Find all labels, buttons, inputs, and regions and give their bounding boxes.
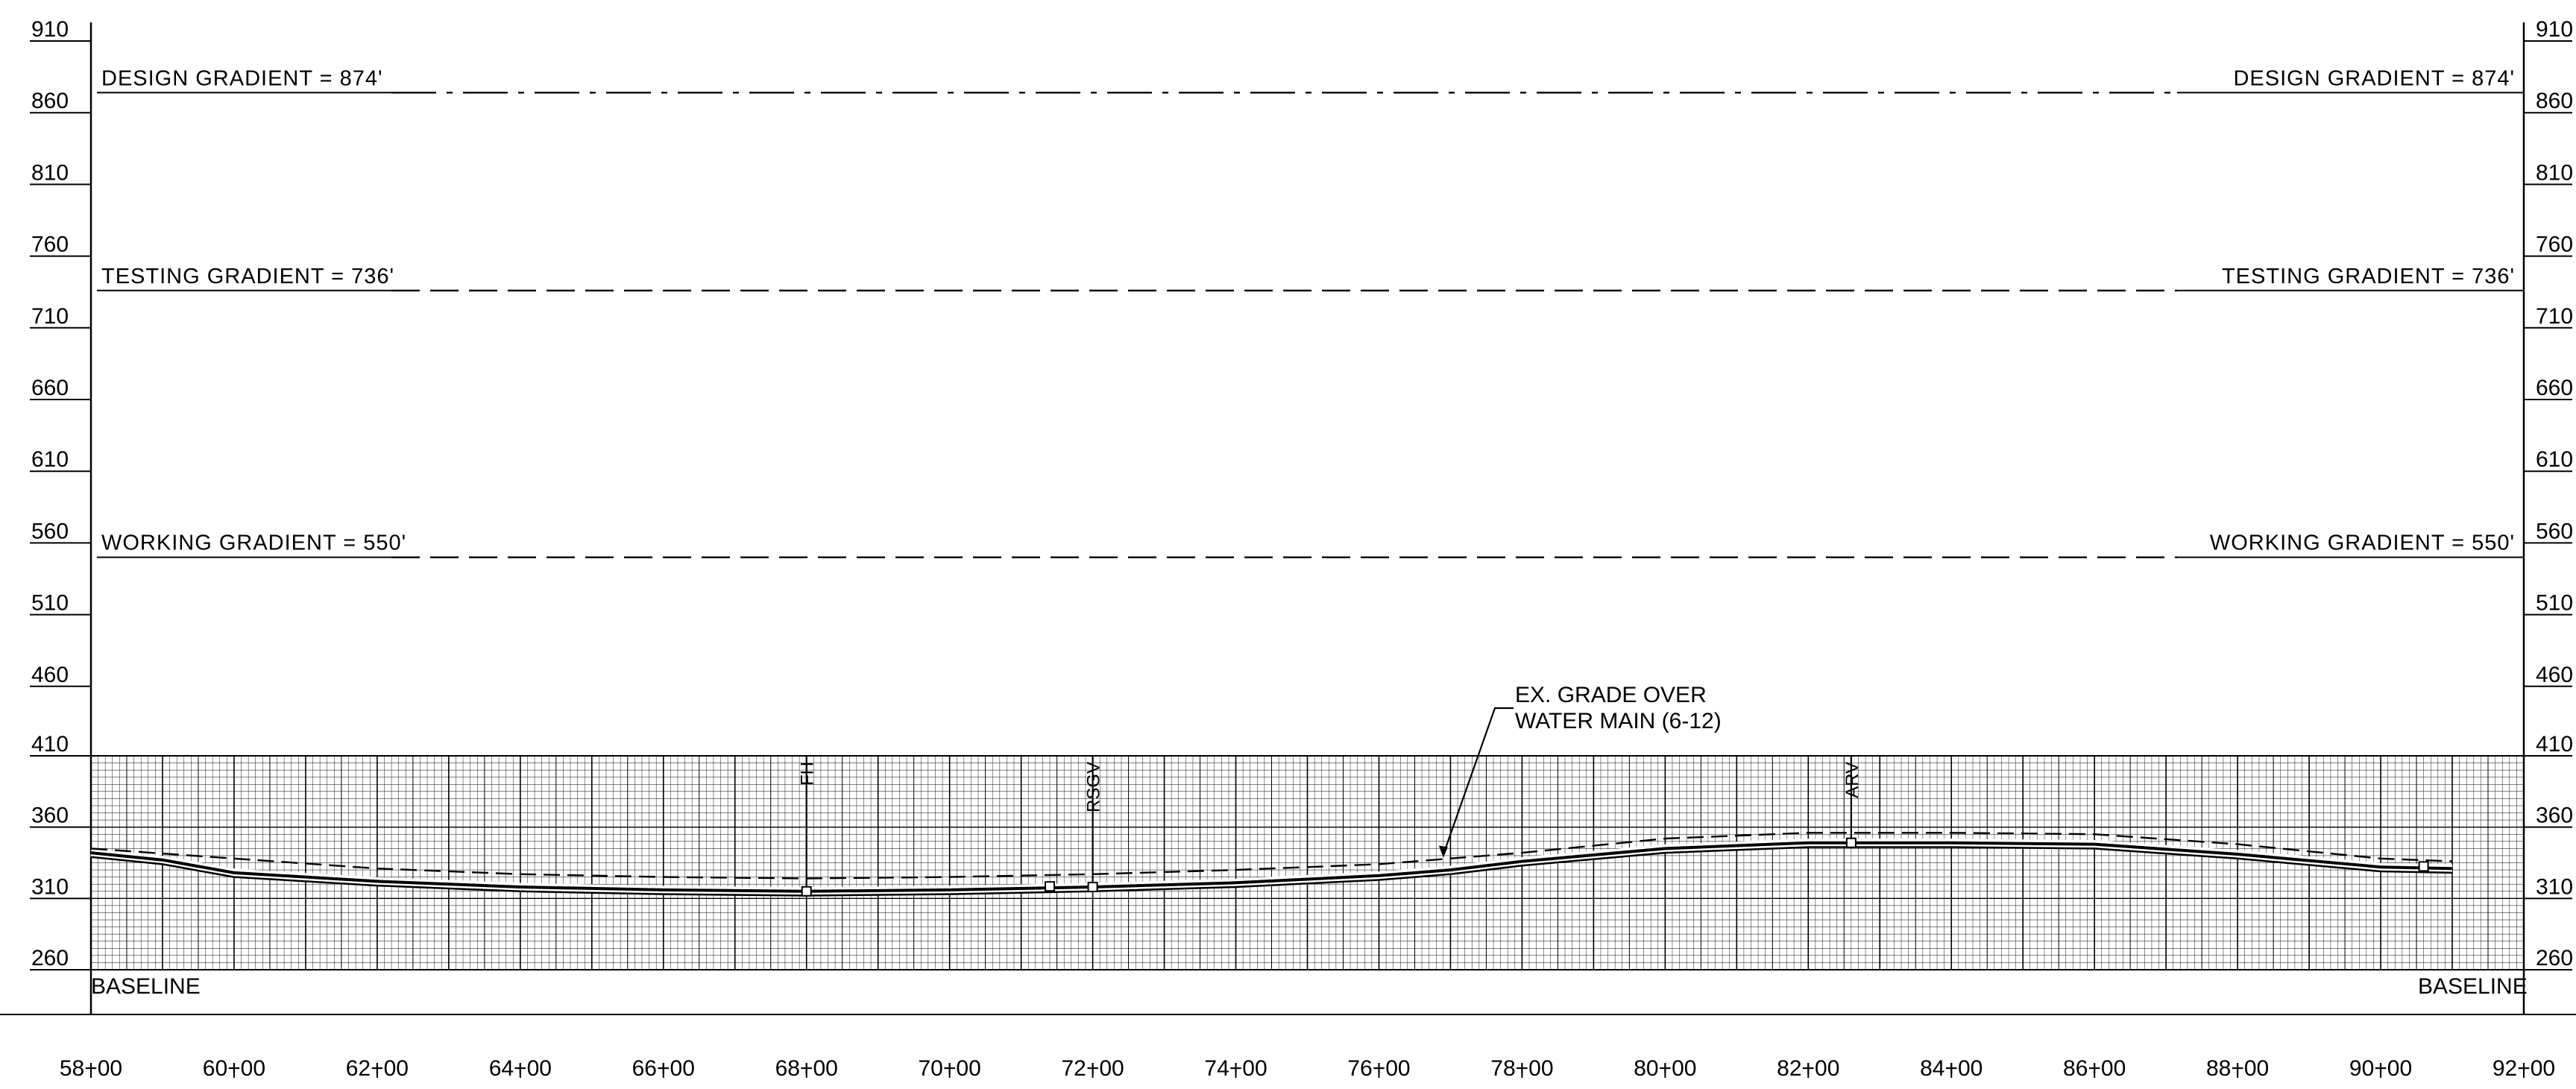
- pipe-profile-lines: [90, 707, 2453, 897]
- elevation-label-right: 360: [2536, 804, 2573, 828]
- elevation-label-right: 860: [2536, 89, 2573, 113]
- gradient-label-left: WORKING GRADIENT = 550': [101, 531, 406, 555]
- gradient-label-right: WORKING GRADIENT = 550': [2210, 531, 2515, 555]
- pipe-profile-line: [90, 841, 2453, 893]
- fitting-label: FH: [798, 762, 818, 786]
- elevation-label-right: 610: [2536, 447, 2573, 472]
- elevation-label-right: 560: [2536, 519, 2573, 543]
- elevation-label-left: 310: [31, 874, 69, 899]
- pipe-profile-line-lower: [90, 846, 2453, 897]
- fitting-label: RSGV: [1084, 762, 1104, 812]
- elevation-label-left: 560: [31, 519, 69, 543]
- callout-arrowhead: [1438, 845, 1448, 858]
- elevation-label-left: 760: [31, 233, 69, 257]
- valve-marker: [2418, 861, 2429, 872]
- elevation-label-right: 510: [2536, 591, 2573, 616]
- gradient-label-left: DESIGN GRADIENT = 874': [101, 66, 383, 90]
- callout-leader: [1442, 707, 1514, 855]
- elevation-label-right: 660: [2536, 376, 2573, 400]
- elevation-label-right: 760: [2536, 233, 2573, 257]
- fitting-label: ARV: [1842, 762, 1862, 798]
- elevation-label-left: 810: [31, 160, 69, 185]
- callout-line-1: EX. GRADE OVER: [1515, 683, 1707, 707]
- elevation-label-left: 460: [31, 663, 69, 687]
- elevation-label-left: 510: [31, 591, 69, 616]
- callout-line-2: WATER MAIN (6-12): [1515, 709, 1722, 733]
- fittings: FH RSGV ARV: [798, 756, 2429, 897]
- existing-grade-line: [90, 832, 2453, 880]
- elevation-label-right: 460: [2536, 663, 2573, 687]
- fitting-marker: [801, 886, 812, 897]
- elevation-label-left: 710: [31, 304, 69, 329]
- elevation-label-right: 410: [2536, 732, 2573, 757]
- elevation-label-left: 610: [31, 447, 69, 472]
- fitting-marker: [1087, 882, 1098, 893]
- elevation-label-right: 910: [2536, 17, 2573, 42]
- gradient-label-right: DESIGN GRADIENT = 874': [2233, 66, 2515, 90]
- elevation-label-left: 860: [31, 89, 69, 113]
- elevation-label-left: 910: [31, 17, 69, 42]
- fitting-marker: [1845, 837, 1857, 848]
- baseline-label-right: BASELINE: [2418, 974, 2528, 999]
- elevation-label-left: 360: [31, 804, 69, 828]
- gradient-label-left: TESTING GRADIENT = 736': [101, 265, 394, 288]
- elevation-label-right: 260: [2536, 946, 2573, 970]
- valve-marker: [1045, 881, 1056, 892]
- elevation-label-right: 710: [2536, 304, 2573, 329]
- elevation-label-left: 660: [31, 376, 69, 400]
- gradient-lines: DESIGN GRADIENT = 874' DESIGN GRADIENT = …: [97, 66, 2524, 558]
- elevation-label-left: 410: [31, 732, 69, 757]
- axis-labels: 910 910 860 860 810 810 760 760 710 710 660 660 610 6…: [30, 17, 2573, 1081]
- elevation-label-right: 810: [2536, 160, 2573, 185]
- profile-grid: [0, 22, 2576, 1015]
- gradient-label-right: TESTING GRADIENT = 736': [2222, 265, 2515, 288]
- baseline-label-left: BASELINE: [91, 974, 201, 999]
- elevation-label-left: 260: [31, 946, 69, 970]
- elevation-label-right: 310: [2536, 874, 2573, 899]
